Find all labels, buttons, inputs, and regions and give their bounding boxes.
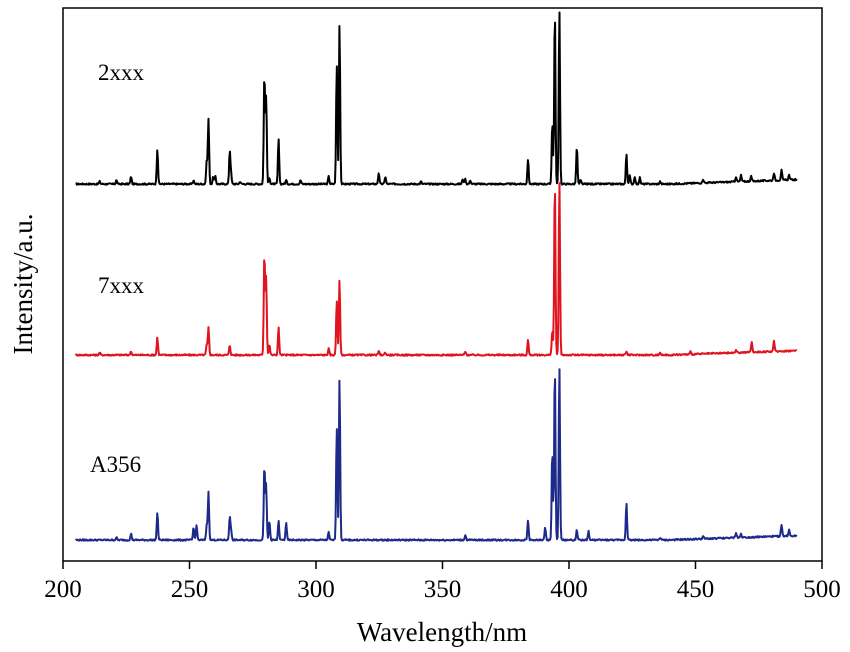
x-tick-label: 250 [171,576,209,603]
x-tick-label: 500 [803,576,841,603]
x-tick-label: 300 [297,576,335,603]
plot-frame [62,7,823,562]
series-labels: 2xxx 7xxx A356 [90,60,145,477]
x-tick-label: 400 [550,576,588,603]
series-label-2xxx: 2xxx [98,60,145,85]
y-axis-label: Intensity/a.u. [8,214,38,355]
series-label-a356: A356 [90,452,141,477]
series-line-7xxx [74,182,798,357]
series-line-2xxx [75,11,798,186]
series-line-a356 [74,368,798,542]
x-tick-label: 350 [424,576,462,603]
x-axis-ticks: 200 250 300 350 400 450 500 [44,561,841,603]
series-label-7xxx: 7xxx [98,273,145,298]
series-layer [74,11,798,542]
x-tick-label: 450 [677,576,715,603]
x-tick-label: 200 [44,576,82,603]
x-axis-label: Wavelength/nm [357,617,527,647]
